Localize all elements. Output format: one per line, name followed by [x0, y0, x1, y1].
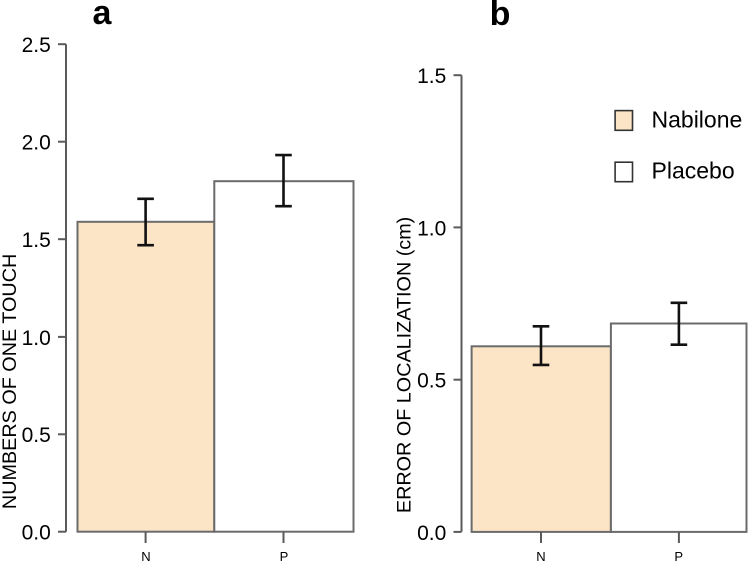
svg-text:Nabilone: Nabilone: [652, 107, 743, 133]
svg-text:N: N: [141, 549, 150, 563]
svg-text:N: N: [536, 549, 545, 563]
svg-text:b: b: [490, 0, 511, 33]
svg-text:0.0: 0.0: [417, 522, 446, 545]
svg-text:1.5: 1.5: [417, 65, 446, 88]
svg-text:1.0: 1.0: [417, 217, 446, 240]
svg-text:ERROR OF LOCALIZATION (cm): ERROR OF LOCALIZATION (cm): [393, 217, 415, 513]
svg-text:a: a: [93, 0, 113, 32]
svg-text:2.5: 2.5: [22, 34, 51, 57]
svg-text:P: P: [674, 549, 683, 563]
svg-text:2.0: 2.0: [22, 132, 51, 155]
svg-text:P: P: [280, 549, 289, 563]
svg-text:1.5: 1.5: [22, 229, 51, 252]
svg-text:0.5: 0.5: [417, 370, 446, 393]
svg-text:Placebo: Placebo: [652, 158, 735, 184]
svg-text:NUMBERS OF ONE TOUCH: NUMBERS OF ONE TOUCH: [0, 254, 21, 509]
svg-text:0.5: 0.5: [22, 424, 51, 447]
svg-text:1.0: 1.0: [22, 327, 51, 350]
svg-text:0.0: 0.0: [22, 522, 51, 545]
